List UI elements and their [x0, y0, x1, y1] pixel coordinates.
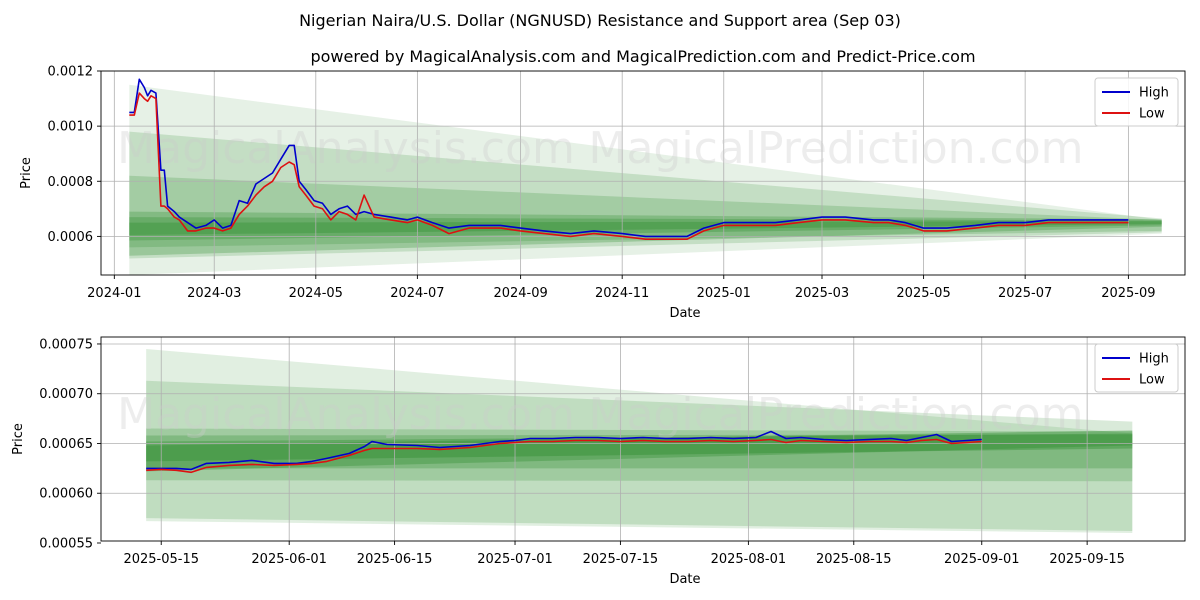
y-tick-label: 0.00075 [39, 337, 93, 352]
overview-chart: MagicalAnalysis.com MagicalPrediction.com… [19, 65, 1186, 321]
x-tick-label: 2025-01 [697, 286, 751, 301]
x-tick-label: 2025-08-15 [816, 552, 892, 567]
x-tick-label: 2025-07-15 [583, 552, 659, 567]
x-tick-label: 2025-08-01 [711, 552, 787, 567]
chart-subtitle: powered by MagicalAnalysis.com and Magic… [310, 47, 975, 66]
y-axis-label: Price [19, 157, 34, 189]
x-axis-label: Date [669, 306, 700, 321]
watermark: MagicalPrediction.com [589, 123, 1084, 174]
chart-title: Nigerian Naira/U.S. Dollar (NGNUSD) Resi… [299, 11, 901, 30]
plot-area: MagicalAnalysis.com MagicalPrediction.com [101, 71, 1185, 275]
axes-frame [100, 70, 1186, 276]
watermark: MagicalAnalysis.com [117, 123, 575, 174]
x-tick-label: 2025-06-15 [357, 552, 433, 567]
y-tick-label: 0.00060 [39, 487, 93, 502]
series-line-high [129, 78, 1129, 238]
series-line-low [129, 92, 1129, 240]
x-tick-label: 2024-01 [87, 286, 141, 301]
legend-label-high: High [1139, 86, 1169, 101]
support-band [129, 131, 1162, 259]
series-line-low [146, 438, 982, 474]
support-band [146, 433, 1133, 472]
y-tick-label: 0.0012 [48, 65, 94, 80]
legend: High Low [1094, 343, 1179, 393]
plot-area: MagicalAnalysis.com MagicalPrediction.com [101, 337, 1185, 541]
support-band [129, 175, 1162, 248]
series-line-high [146, 430, 982, 471]
y-tick-label: 0.00065 [39, 437, 93, 452]
x-axis-label: Date [669, 572, 700, 587]
y-tick-label: 0.00070 [39, 387, 93, 402]
axes-frame [100, 336, 1186, 542]
x-tick-label: 2024-05 [289, 286, 343, 301]
support-band [146, 434, 1133, 469]
watermark: MagicalPrediction.com [589, 389, 1084, 440]
zoom-chart: MagicalAnalysis.com MagicalPrediction.com… [11, 336, 1186, 587]
legend-label-low: Low [1139, 107, 1165, 122]
x-tick-label: 2025-03 [795, 286, 849, 301]
legend: High Low [1094, 77, 1179, 127]
x-tick-label: 2025-05-15 [123, 552, 199, 567]
y-tick-label: 0.00055 [39, 536, 93, 551]
x-tick-label: 2024-11 [595, 286, 649, 301]
x-tick-label: 2025-07 [998, 286, 1052, 301]
x-tick-label: 2025-05 [896, 286, 950, 301]
x-tick-label: 2025-09-15 [1049, 552, 1125, 567]
y-tick-label: 0.0006 [48, 230, 94, 245]
x-tick-label: 2025-06-01 [251, 552, 327, 567]
y-axis-label: Price [11, 423, 26, 455]
y-tick-label: 0.0010 [48, 120, 94, 135]
x-tick-label: 2025-09-01 [944, 552, 1020, 567]
legend-label-high: High [1139, 352, 1169, 367]
support-band [129, 84, 1162, 275]
x-tick-label: 2024-09 [493, 286, 547, 301]
y-tick-label: 0.0008 [48, 175, 94, 190]
legend-label-low: Low [1139, 373, 1165, 388]
x-tick-label: 2025-07-01 [477, 552, 553, 567]
x-tick-label: 2024-07 [390, 286, 444, 301]
watermark: MagicalAnalysis.com [117, 389, 575, 440]
x-tick-label: 2024-03 [187, 286, 241, 301]
x-tick-label: 2025-09 [1101, 286, 1155, 301]
